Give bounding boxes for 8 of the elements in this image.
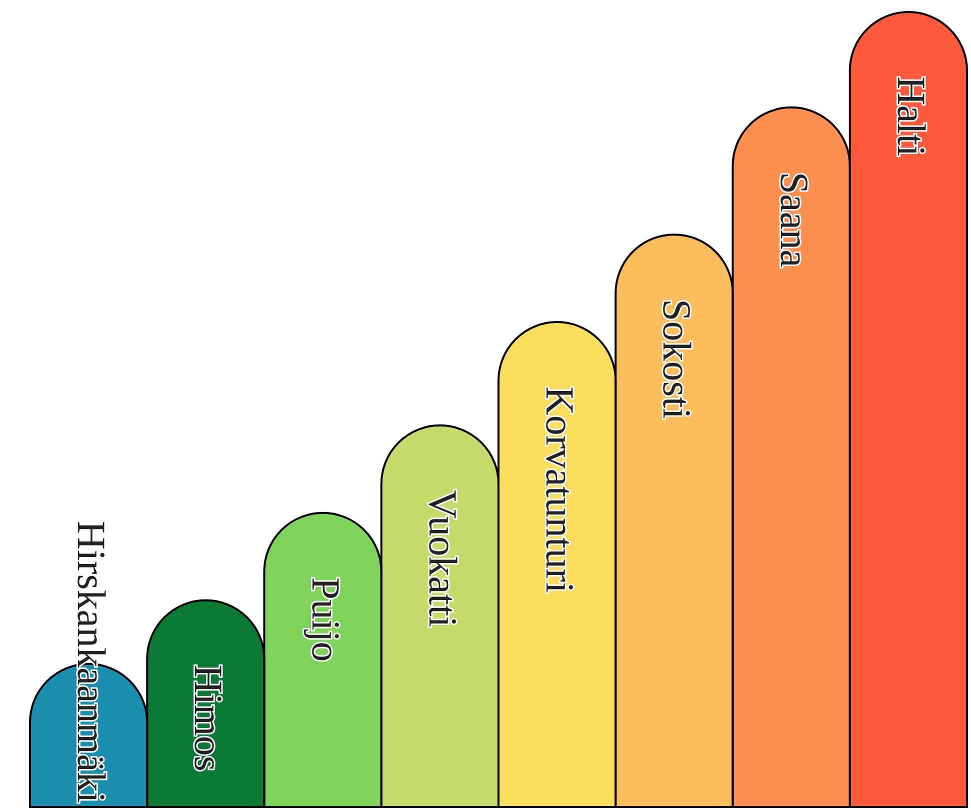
x-tick-label: Himos (186, 664, 232, 772)
x-tick-label: Hirskankaanmäki (69, 520, 114, 804)
x-tick-label: Puijo (303, 577, 348, 662)
x-tick-label: Korvatunturi (538, 386, 583, 594)
x-tick-label: Sokosti (654, 299, 700, 420)
x-tick-label: Saana (772, 172, 817, 268)
x-tick-label: Vuokatti (420, 490, 466, 628)
x-tick-label: Halti (888, 76, 934, 156)
